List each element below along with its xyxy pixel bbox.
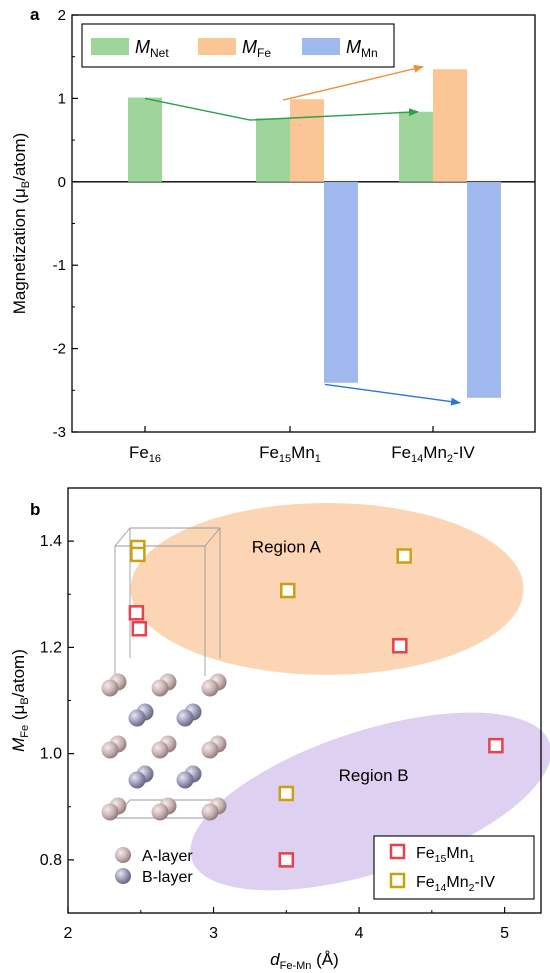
point-series-1-2: [280, 582, 296, 599]
inset-crystal-structure: A-layer B-layer: [101, 527, 227, 886]
x-tick-label: Fe14Mn2-IV: [391, 443, 475, 465]
legend-swatch-mn: [302, 38, 340, 55]
a-layer-atom: [101, 741, 119, 759]
bar-net-0: [128, 97, 162, 182]
point-series-0-2: [392, 638, 408, 654]
legend-marker-1: [389, 872, 406, 889]
y-axis-label: Magnetization (μB/atom): [10, 133, 32, 315]
legend-swatch-net: [91, 38, 129, 55]
a-layer-atom: [151, 803, 169, 821]
bar-fe-2: [433, 69, 467, 182]
y-tick-label: 1.0: [40, 746, 62, 763]
trend-arrow-m-net: [144, 97, 419, 121]
inset-legend-label-b: B-layer: [142, 869, 193, 886]
inset-legend-label-a: A-layer: [142, 848, 193, 865]
y-tick-label: 0: [58, 174, 66, 191]
legend: MNet MFe MMn: [81, 23, 395, 68]
bar-mn-1: [324, 181, 358, 383]
legend-label-0: Fe15Mn1: [416, 845, 475, 865]
x-tick-label: Fe16: [129, 443, 161, 465]
region-b-label: Region B: [339, 766, 409, 785]
y-tick-label: 0.8: [40, 852, 62, 869]
point-series-0-1: [131, 621, 148, 637]
legend-box: [81, 23, 395, 68]
legend-swatch-fe: [198, 38, 236, 55]
bar-net-1: [256, 118, 290, 182]
trend-arrow-m-fe: [282, 64, 424, 101]
x-tick-label: 2: [64, 925, 73, 942]
x-tick-label: 5: [500, 925, 509, 942]
inset-frame-line: [114, 527, 131, 547]
y-tick-label: 1.2: [40, 639, 62, 656]
a-layer-atom: [201, 679, 219, 697]
b-layer-atom: [176, 709, 194, 727]
y-tick-label: 1.4: [40, 533, 62, 550]
x-axis-label: dFe-Mn (Å): [270, 950, 339, 972]
bar-mn-2: [467, 181, 501, 398]
a-layer-atom: [201, 803, 219, 821]
bar-fe-1: [290, 99, 324, 182]
panel-a-magnetization-bar-chart: -3 -2 -1 0 1 2 Fe16 Fe15Mn1 Fe14Mn2-IV Magnetizat…: [10, 7, 536, 465]
y-tick-label: 1: [58, 90, 66, 107]
legend-label-mn: MMn: [346, 37, 378, 60]
region-b-ellipse: [190, 712, 550, 891]
a-layer-atom: [151, 741, 169, 759]
y-tick-label: 2: [58, 7, 66, 24]
a-layer-atom: [101, 803, 119, 821]
b-layer-atom: [128, 709, 146, 727]
b-layer-atom: [128, 771, 146, 789]
point-series-0-4: [278, 852, 295, 868]
legend-marker-0: [389, 843, 406, 860]
region-a-ellipse: [130, 503, 524, 675]
x-tick-label: 3: [209, 925, 218, 942]
panel-label-b: b: [30, 500, 40, 519]
point-series-1-4: [278, 785, 295, 802]
panel-b-scatter-chart: Region A Region B A-layer B-layer 2 3 4 5 0.8 1.0…: [9, 487, 550, 972]
inset-legend-marker-b: [115, 868, 131, 884]
point-series-0-3: [488, 737, 504, 754]
y-tick-label: -2: [53, 341, 66, 358]
x-tick-label: 4: [355, 925, 364, 942]
b-layer-atom: [176, 771, 194, 789]
inset-legend-marker-a: [115, 847, 131, 863]
a-layer-atom: [151, 679, 169, 697]
point-series-1-3: [396, 548, 412, 564]
legend-label-net: MNet: [135, 37, 169, 60]
a-layer-atom: [101, 679, 119, 697]
trend-arrow-m-mn: [324, 383, 461, 406]
y-axis-label: MFe (μB/atom): [9, 649, 31, 752]
a-layer-atom: [201, 741, 219, 759]
y-tick-label: -3: [53, 424, 66, 441]
point-series-0-0: [128, 605, 145, 621]
legend-label-fe: MFe: [242, 37, 271, 60]
inset-frame-line: [204, 527, 221, 547]
legend: Fe15Mn1 Fe14Mn2-IV: [373, 835, 535, 900]
point-series-1-1: [130, 546, 146, 563]
legend-label-1: Fe14Mn2-IV: [416, 874, 495, 894]
region-a-label: Region A: [252, 537, 322, 556]
x-tick-label: Fe15Mn1: [259, 443, 321, 465]
panel-label-a: a: [30, 5, 40, 24]
y-tick-label: -1: [53, 257, 66, 274]
bar-net-2: [399, 111, 433, 182]
